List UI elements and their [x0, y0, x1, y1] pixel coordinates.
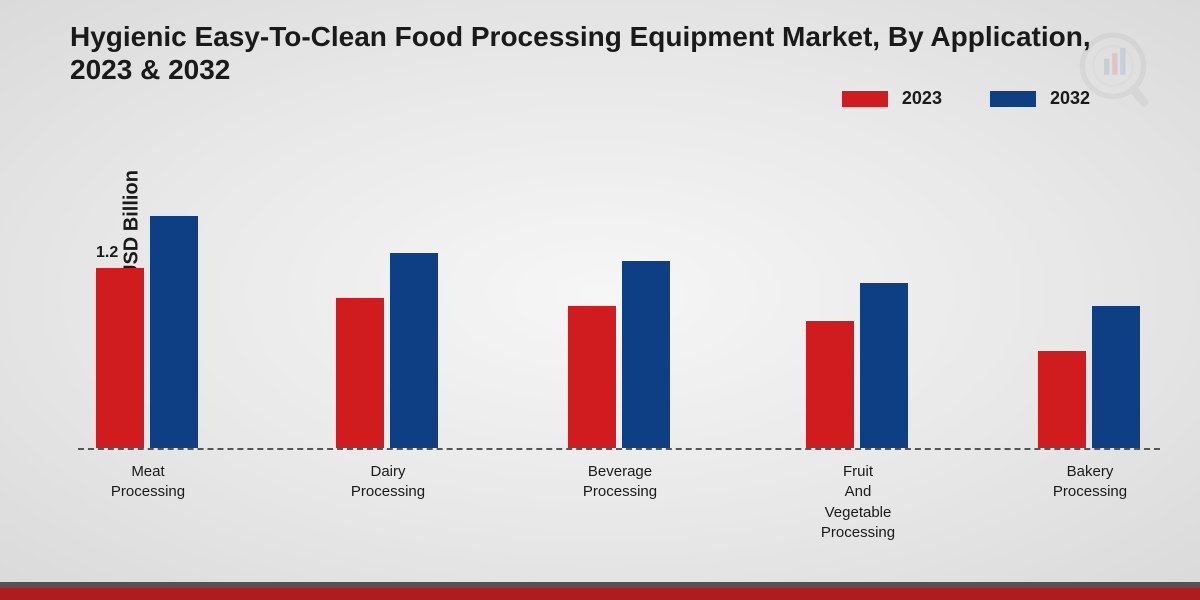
x-axis-labels: MeatProcessing DairyProcessing BeveragePro… [78, 462, 1160, 562]
legend-item-2032: 2032 [990, 88, 1090, 109]
x-tick-label: MeatProcessing [78, 462, 218, 503]
bar-group [336, 253, 446, 448]
x-tick-label: BakeryProcessing [1020, 462, 1160, 503]
x-tick-label: DairyProcessing [318, 462, 458, 503]
bar-group [568, 261, 678, 449]
plot-area: 1.2 [78, 150, 1160, 450]
legend: 2023 2032 [842, 88, 1090, 109]
legend-label-2023: 2023 [902, 88, 942, 109]
bar-group: 1.2 [96, 216, 206, 449]
legend-swatch-2023 [842, 91, 888, 107]
bar-2023 [568, 306, 616, 449]
chart-title: Hygienic Easy-To-Clean Food Processing E… [70, 20, 1120, 86]
x-tick-label: FruitAndVegetableProcessing [788, 462, 928, 543]
bar-2023 [806, 321, 854, 449]
bar-2032 [1092, 306, 1140, 449]
bar-group [1038, 306, 1148, 449]
bar-2023: 1.2 [96, 268, 144, 448]
chart-page: Hygienic Easy-To-Clean Food Processing E… [0, 0, 1200, 600]
bar-2032 [390, 253, 438, 448]
legend-swatch-2032 [990, 91, 1036, 107]
bar-group [806, 283, 916, 448]
bar-2032 [860, 283, 908, 448]
bar-2032 [622, 261, 670, 449]
footer-gray-bar [0, 582, 1200, 588]
bar-2023 [336, 298, 384, 448]
bar-value-label: 1.2 [96, 244, 118, 262]
legend-label-2032: 2032 [1050, 88, 1090, 109]
bar-2032 [150, 216, 198, 449]
x-tick-label: BeverageProcessing [550, 462, 690, 503]
legend-item-2023: 2023 [842, 88, 942, 109]
bar-2023 [1038, 351, 1086, 449]
